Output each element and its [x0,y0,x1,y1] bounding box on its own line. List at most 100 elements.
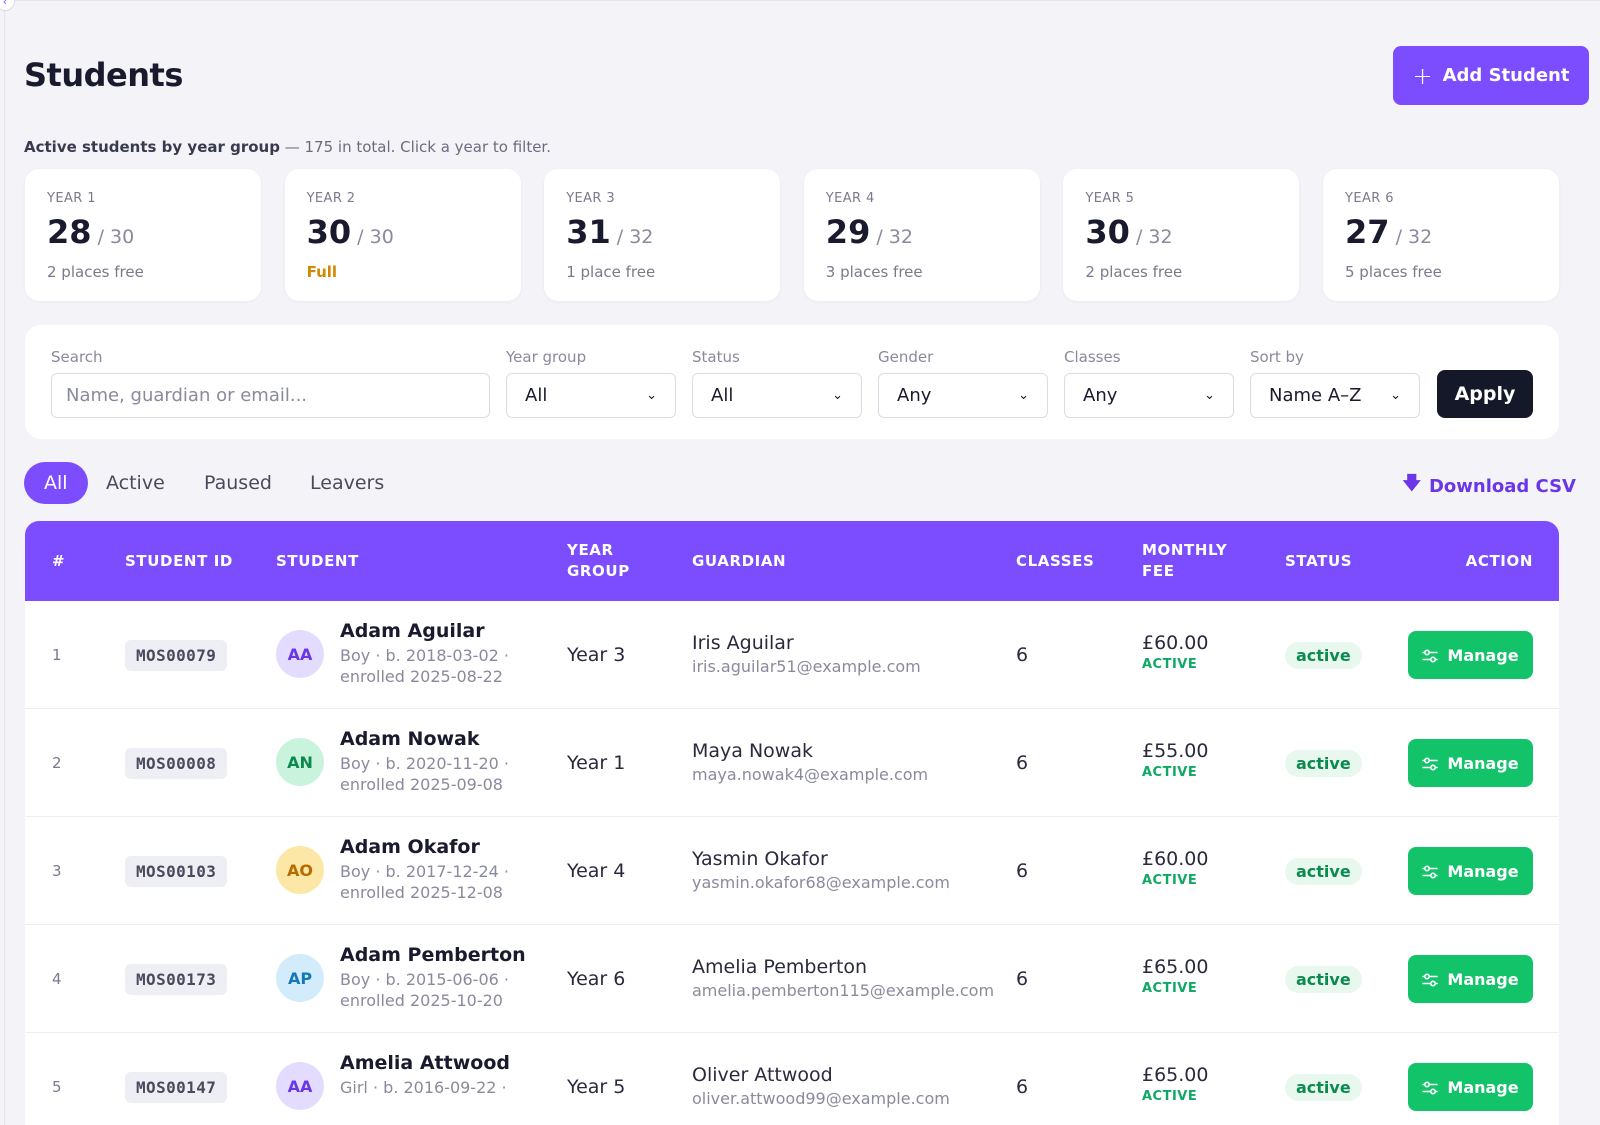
year-card-label: YEAR 2 [306,191,356,206]
year-card-availability: 5 places free [1345,263,1442,281]
status-badge: active [1285,1073,1362,1101]
year-card-count: 29 / 32 [826,213,913,251]
guardian-info: Yasmin Okafor yasmin.okafor68@example.com [692,848,950,892]
fee-info: £55.00 ACTIVE [1142,740,1208,780]
caption-rest: — 175 in total. Click a year to filter. [279,138,551,156]
chevron-left-icon[interactable]: ‹ [0,0,15,11]
th-fee-line2: FEE [1142,562,1175,580]
add-student-button[interactable]: + Add Student [1393,46,1589,105]
status-badge: active [1285,857,1362,885]
gender-select[interactable]: Any ⌄ [878,373,1048,418]
year-card-count: 28 / 30 [47,213,134,251]
year-card-availability: 2 places free [47,263,144,281]
guardian-name: Yasmin Okafor [692,848,828,870]
th-classes: CLASSES [1016,551,1095,570]
avatar: AA [276,1062,324,1110]
student-enrolled: enrolled 2025-12-08 [340,883,503,903]
guardian-email: oliver.attwood99@example.com [692,1088,950,1108]
status-select[interactable]: All ⌄ [692,373,862,418]
student-name[interactable]: Adam Okafor [340,836,480,858]
th-status: STATUS [1285,551,1353,570]
gender-label: Gender [878,348,934,366]
sliders-icon [1422,1080,1439,1095]
sliders-icon [1422,756,1439,771]
year-card-capacity: / 30 [351,226,394,248]
student-name[interactable]: Amelia Attwood [340,1052,510,1074]
guardian-email: iris.aguilar51@example.com [692,656,921,676]
download-csv-link[interactable]: 🡇 Download CSV [1402,471,1576,501]
status-value: All [711,385,734,406]
year-group-cell: Year 1 [567,752,626,774]
search-input[interactable]: Name, guardian or email... [51,373,490,418]
tab-all[interactable]: All [24,462,88,504]
table-row[interactable]: 2 MOS00008 AN Adam Nowak Boy · b. 2020-11-20… [25,709,1559,817]
download-icon: 🡇 [1402,473,1421,494]
tab-leavers[interactable]: Leavers [310,472,385,494]
row-number: 3 [52,862,62,880]
student-id-badge: MOS00079 [125,639,228,671]
avatar: AO [276,846,324,894]
table-row[interactable]: 1 MOS00079 AA Adam Aguilar Boy · b. 2018-03-… [25,601,1559,709]
fee-amount: £60.00 [1142,632,1209,654]
year-card[interactable]: YEAR 4 29 / 32 3 places free [803,169,1040,301]
sliders-icon [1422,972,1439,987]
table-row[interactable]: 4 MOS00173 AP Adam Pemberton Boy · b. 2015-0… [25,925,1559,1033]
tab-paused[interactable]: Paused [204,472,272,494]
manage-button[interactable]: Manage [1408,1063,1533,1111]
fee-status: ACTIVE [1142,980,1198,996]
search-placeholder: Name, guardian or email... [66,385,308,406]
tab-active[interactable]: Active [106,472,165,494]
row-number: 5 [52,1078,62,1096]
student-id-badge: MOS00008 [125,747,228,779]
manage-button[interactable]: Manage [1408,955,1533,1003]
sort-value: Name A–Z [1269,385,1362,406]
student-meta: Boy · b. 2015-06-06 · [340,969,509,989]
fee-status: ACTIVE [1142,656,1198,672]
year-card[interactable]: YEAR 6 27 / 32 5 places free [1323,169,1559,301]
year-card[interactable]: YEAR 5 30 / 32 2 places free [1063,169,1300,301]
year-card-enrolled: 31 [566,213,611,251]
search-label: Search [51,348,103,366]
classes-count: 6 [1016,968,1029,990]
year-group-cell: Year 4 [567,860,626,882]
avatar: AN [276,738,324,786]
table-row[interactable]: 5 MOS00147 AA Amelia Attwood Girl · b. 2016-… [25,1033,1559,1125]
guardian-email: yasmin.okafor68@example.com [692,872,950,892]
classes-label: Classes [1064,348,1121,366]
year-card-count: 30 / 30 [307,213,394,251]
manage-button[interactable]: Manage [1408,631,1533,679]
apply-button[interactable]: Apply [1437,370,1533,418]
student-name[interactable]: Adam Nowak [340,728,480,750]
year-group-select[interactable]: All ⌄ [506,373,676,418]
fee-status: ACTIVE [1142,1088,1198,1104]
fee-status: ACTIVE [1142,872,1198,888]
fee-info: £65.00 ACTIVE [1142,1064,1208,1104]
student-info: Adam Okafor Boy · b. 2017-12-24 · enrolled… [340,836,509,904]
year-card-availability: 3 places free [825,263,923,281]
classes-select[interactable]: Any ⌄ [1064,373,1234,418]
chevron-down-icon: ⌄ [1204,388,1215,403]
year-card-enrolled: 30 [306,213,352,251]
student-enrolled: enrolled 2025-08-22 [340,667,503,687]
year-card[interactable]: YEAR 1 28 / 30 2 places free [25,169,261,301]
guardian-name: Amelia Pemberton [692,956,868,978]
avatar: AA [276,630,324,678]
classes-count: 6 [1016,752,1029,774]
year-card[interactable]: YEAR 2 30 / 30 Full [284,169,521,301]
plus-icon: + [1412,61,1433,90]
sort-select[interactable]: Name A–Z ⌄ [1250,373,1420,418]
manage-button[interactable]: Manage [1408,739,1533,787]
guardian-email: maya.nowak4@example.com [692,764,929,784]
student-id-badge: MOS00147 [125,1071,228,1103]
chevron-down-icon: ⌄ [1390,388,1401,403]
student-name[interactable]: Adam Aguilar [340,620,485,642]
table-row[interactable]: 3 MOS00103 AO Adam Okafor Boy · b. 2017-12-2… [25,817,1559,925]
chevron-down-icon: ⌄ [1018,388,1029,403]
student-name[interactable]: Adam Pemberton [340,944,526,966]
student-id-badge: MOS00173 [125,963,228,995]
manage-button[interactable]: Manage [1408,847,1533,895]
manage-label: Manage [1447,753,1519,773]
th-year-group: YEAR GROUP [567,521,630,601]
year-card[interactable]: YEAR 3 31 / 32 1 place free [544,169,781,301]
year-card-availability: 2 places free [1085,263,1183,281]
